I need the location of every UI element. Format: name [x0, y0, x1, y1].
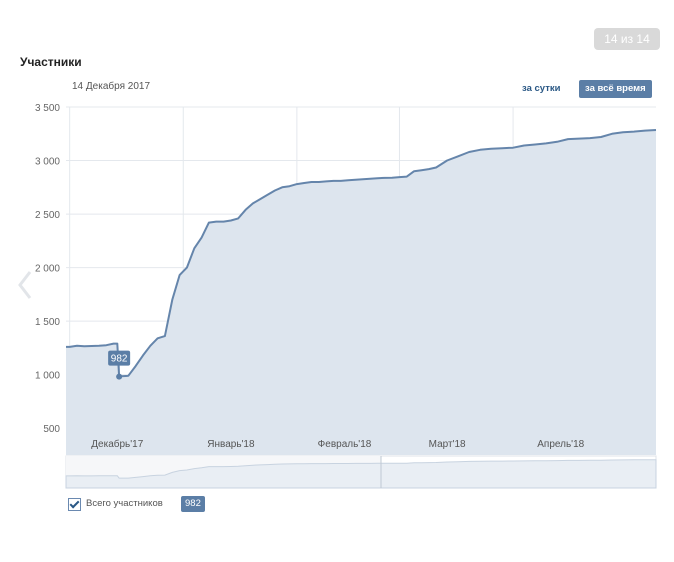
x-tick-label: Февраль'18: [318, 439, 372, 450]
x-tick-label: Март'18: [429, 439, 466, 450]
series-checkbox[interactable]: [68, 498, 81, 511]
y-tick-label: 3 500: [35, 103, 60, 114]
navigator-area: [65, 459, 657, 489]
highlight-tooltip-label: 982: [111, 354, 128, 365]
highlight-tooltip: [108, 350, 131, 366]
selected-date-label: 14 Декабря 2017: [72, 81, 151, 92]
legend-label: Всего участников: [86, 498, 163, 509]
x-tick-label: Декабрь'17: [91, 438, 143, 450]
y-tick-label: 2 500: [35, 210, 60, 221]
y-tick-label: 500: [43, 424, 60, 435]
widget-title: Участники: [20, 55, 82, 69]
chevron-left-icon[interactable]: [18, 270, 32, 300]
highlight-point: [116, 373, 123, 380]
y-tick-label: 2 000: [35, 264, 60, 275]
y-tick-label: 1 000: [35, 371, 60, 382]
x-tick-label: Январь'18: [207, 439, 255, 450]
series-line: [66, 129, 657, 378]
y-tick-label: 3 000: [35, 157, 60, 168]
legend-value-badge: 982: [181, 496, 205, 512]
y-tick-label: 1 500: [35, 317, 60, 328]
tab-per-day[interactable]: за сутки: [522, 83, 561, 94]
tab-all-time[interactable]: за всё время: [579, 80, 652, 98]
page-counter-badge: 14 из 14: [594, 28, 660, 50]
series-area: [66, 130, 656, 455]
x-tick-label: Апрель'18: [537, 439, 584, 450]
